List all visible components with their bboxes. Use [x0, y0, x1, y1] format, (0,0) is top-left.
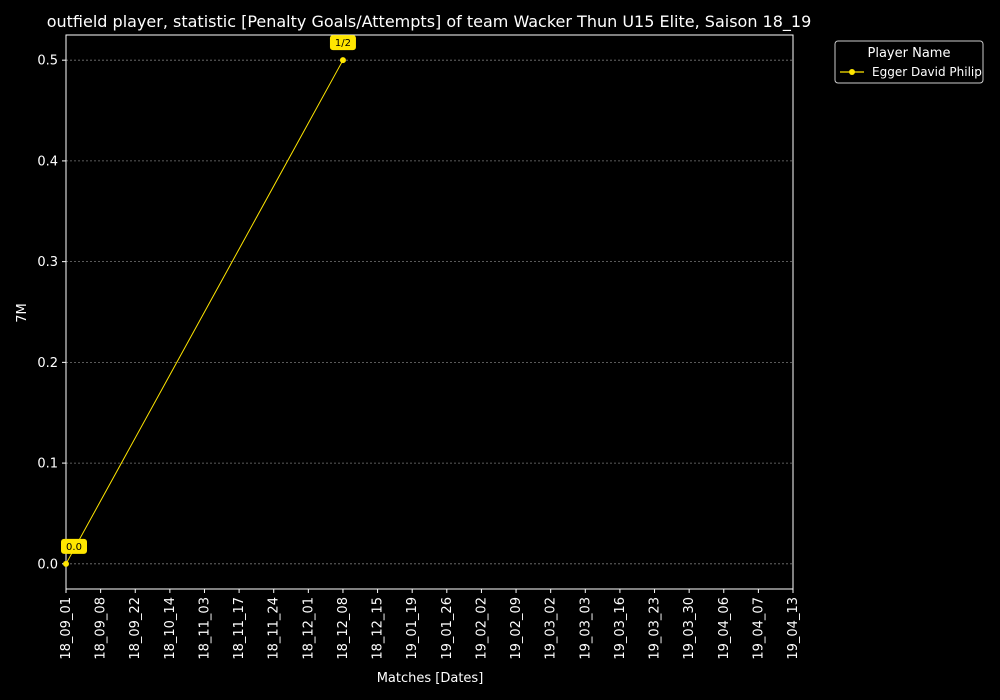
- data-point[interactable]: [339, 57, 346, 64]
- y-tick-label: 0.2: [37, 356, 58, 371]
- y-tick-label: 0.4: [37, 154, 58, 169]
- x-tick-label: 18_09_01: [59, 597, 74, 660]
- x-tick-label: 18_09_08: [94, 597, 109, 660]
- data-label: 0.0: [66, 542, 82, 553]
- x-tick-label: 19_03_30: [682, 597, 697, 660]
- x-tick-label: 18_11_03: [197, 597, 212, 660]
- legend-entry[interactable]: Egger David Philip: [872, 65, 982, 79]
- x-tick-label: 19_03_23: [648, 597, 663, 660]
- y-tick-label: 0.5: [37, 54, 58, 69]
- series-line: [65, 59, 344, 565]
- data-label: 1/2: [335, 38, 351, 49]
- x-tick-label: 18_11_17: [232, 597, 247, 660]
- y-tick-label: 0.0: [37, 557, 58, 572]
- x-tick-label: 18_09_22: [128, 597, 143, 660]
- data-point[interactable]: [63, 560, 69, 567]
- x-tick-label: 19_03_03: [578, 597, 593, 660]
- y-axis-ticks: 0.0 0.1 0.2 0.3 0.4 0.5: [37, 54, 66, 572]
- grid: [66, 59, 793, 565]
- x-tick-label: 19_03_16: [613, 597, 628, 660]
- legend-box: [834, 40, 984, 84]
- x-tick-label: 19_04_06: [717, 597, 732, 660]
- x-tick-label: 18_10_14: [163, 597, 178, 660]
- x-tick-label: 19_03_02: [544, 597, 559, 660]
- legend[interactable]: Player Name Egger David Philip: [834, 40, 984, 84]
- x-tick-label: 19_01_19: [405, 597, 420, 660]
- x-axis-label: Matches [Dates]: [377, 671, 484, 686]
- y-axis-label: 7M: [15, 303, 30, 323]
- data-label-box: [329, 35, 356, 51]
- x-axis-ticks: 18_09_01 18_09_08 18_09_22 18_10_14 18_11_03…: [59, 589, 801, 660]
- x-tick-label: 19_02_02: [474, 597, 489, 660]
- x-tick-label: 19_04_13: [786, 597, 801, 660]
- chart-title: outfield player, statistic [Penalty Goal…: [47, 12, 812, 32]
- legend-title: Player Name: [868, 46, 951, 61]
- x-tick-label: 19_02_09: [509, 597, 524, 660]
- x-tick-label: 18_12_01: [301, 597, 316, 660]
- x-tick-label: 18_11_24: [267, 597, 282, 660]
- series-layer: 0.0 1/2: [61, 35, 356, 567]
- plot-frame: [65, 34, 794, 590]
- legend-marker: [849, 69, 855, 75]
- axes: [65, 34, 794, 590]
- x-tick-label: 19_01_26: [440, 597, 455, 660]
- x-tick-label: 18_12_08: [336, 597, 351, 660]
- y-tick-label: 0.3: [37, 255, 58, 270]
- data-label-box: [61, 538, 87, 554]
- legend-items: Egger David Philip: [840, 65, 982, 79]
- y-tick-label: 0.1: [37, 457, 58, 472]
- x-tick-label: 18_12_15: [371, 597, 386, 660]
- x-tick-label: 19_04_07: [751, 597, 766, 660]
